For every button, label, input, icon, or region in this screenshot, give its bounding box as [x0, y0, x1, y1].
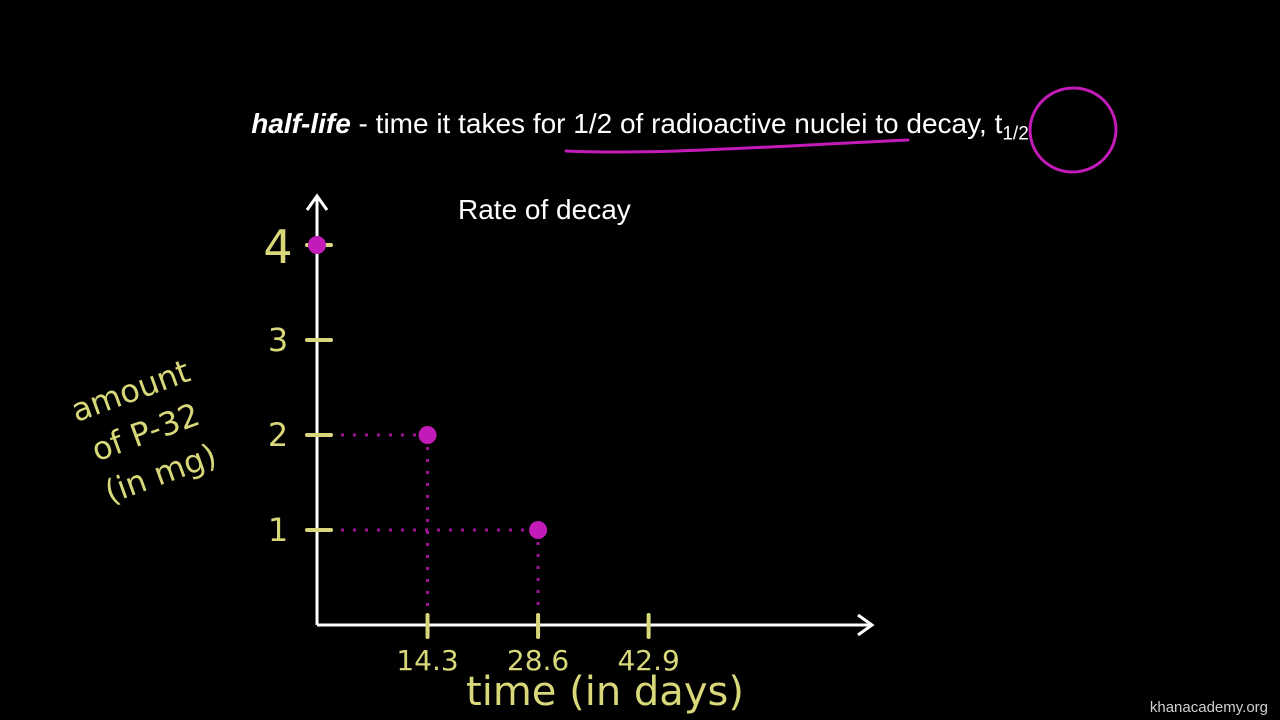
- definition-term: half-life: [251, 108, 351, 139]
- x-tick-label-1: 14.3: [396, 644, 458, 677]
- x-axis-arrow: [857, 613, 875, 637]
- data-point-3: [529, 521, 548, 539]
- y-tick-label-1: 1: [268, 511, 288, 549]
- chart-title: Rate of decay: [458, 194, 631, 225]
- x-tick-label-3: 42.9: [617, 644, 679, 677]
- subscript-circle-annotation: [1028, 86, 1118, 174]
- x-tick-label-2: 28.6: [507, 644, 569, 677]
- x-axis-label: time (in days): [466, 669, 744, 715]
- definition-text: - time it takes for 1/2 of radioactive n…: [350, 108, 1003, 139]
- y-axis-arrow: [305, 193, 329, 211]
- definition-subscript: 1/2: [1002, 123, 1029, 145]
- y-axis-label: amount of P-32 (in mg): [66, 352, 222, 511]
- data-point-1: [308, 236, 326, 254]
- underline-annotation: [564, 138, 910, 154]
- y-tick-label-3: 3: [268, 321, 288, 359]
- watermark: khanacademy.org: [1149, 699, 1268, 716]
- y-tick-label-2: 2: [268, 416, 288, 454]
- y-tick-label-4: 4: [263, 220, 292, 274]
- half-life-definition: half-life - time it takes for 1/2 of rad…: [0, 108, 1280, 146]
- data-point-2: [418, 426, 437, 444]
